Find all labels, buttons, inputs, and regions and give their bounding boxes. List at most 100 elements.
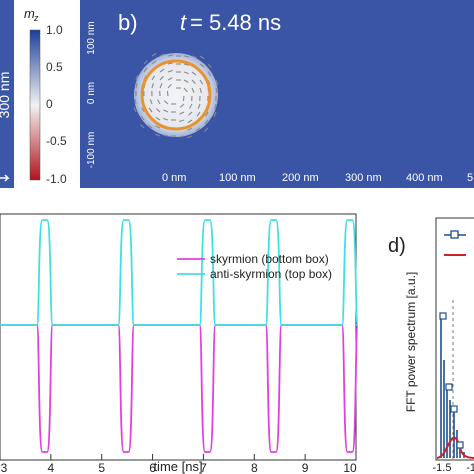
- arrow-icon: [183, 71, 189, 75]
- panel-d: d) FFT power spectrum [a.u.] -1.5 -1 she: [388, 217, 474, 474]
- arrow-icon: [179, 103, 185, 108]
- colorbar: [29, 29, 41, 181]
- x-tick-label: 6: [149, 461, 156, 474]
- arrow-icon: [191, 71, 197, 76]
- skyrmion-boundary: [140, 59, 212, 131]
- spectrum-bars: [440, 316, 465, 458]
- arrow-icon: [167, 83, 172, 89]
- arrow-icon: [183, 63, 189, 66]
- panel-b-time: = 5.48 ns: [190, 10, 281, 35]
- y-tick: -100 nm: [86, 132, 97, 169]
- arrow-icon: [163, 117, 169, 121]
- legend-label-anti-skyrmion: anti-skyrmion (top box): [210, 267, 332, 281]
- arrow-icon: [178, 135, 185, 138]
- arrow-icon: [183, 55, 190, 58]
- fit-curve: [436, 436, 474, 459]
- panel-c: 3 4 5 6 7 8 9 10 skyrmion (bottom box) anti-sky…: [0, 213, 359, 474]
- arrow-icon: [188, 111, 193, 116]
- x-tick: 400 nm: [406, 172, 443, 184]
- arrow-icon: [163, 109, 169, 113]
- arrow-icon: [199, 79, 204, 85]
- left-strip: [0, 0, 14, 188]
- x-tick-label: 10: [343, 461, 357, 474]
- panel-c-axes-frame: [0, 213, 357, 461]
- arrow-icon: [214, 103, 217, 110]
- arrow-icon: [155, 116, 161, 121]
- arrow-icon: [189, 103, 193, 109]
- arrow-icon: [215, 79, 219, 85]
- panel-b-letter: b): [118, 10, 138, 35]
- arrow-icon: [151, 83, 154, 89]
- arrow-icon: [215, 87, 218, 93]
- arrow-icon: [162, 134, 169, 137]
- arrow-icon: [167, 62, 173, 65]
- colorbar-label-sub: z: [33, 13, 39, 23]
- colorbar-ticks: 1.0 0.5 0 -0.5 -1.0: [46, 23, 67, 186]
- colorbar-tick: -1.0: [46, 172, 67, 186]
- colorbar-tick: 1.0: [46, 23, 63, 37]
- arrow-icon: [204, 127, 209, 132]
- series-line-skyrmion: [0, 324, 359, 453]
- arrow-icon: [179, 119, 185, 123]
- data-marker: [439, 312, 447, 320]
- arrow-icon: [199, 63, 205, 68]
- arrow-icon: [159, 53, 165, 57]
- panel-d-letter: d): [388, 235, 406, 257]
- panel-b-t-symbol: t: [180, 10, 187, 35]
- arrow-icon: [195, 127, 201, 132]
- arrow-icon: [135, 83, 138, 89]
- panel-d-x-tick: -1.5: [433, 462, 452, 474]
- arrow-icon: [191, 87, 195, 93]
- colorbar-tick: -0.5: [46, 134, 67, 148]
- arrow-icon: [134, 98, 137, 105]
- arrow-icon: [179, 111, 185, 115]
- arrow-icon: [187, 127, 193, 131]
- panel-d-axes-frame: [435, 217, 474, 461]
- arrow-icon: [167, 77, 173, 81]
- x-tick-label: 3: [1, 461, 8, 474]
- arrow-icon: [205, 111, 209, 117]
- arrow-icon: [197, 103, 201, 109]
- panel-d-ylabel: FFT power spectrum [a.u.]: [404, 272, 418, 413]
- x-tick: 100 nm: [219, 172, 256, 184]
- arrow-icon: [187, 119, 193, 124]
- arrow-icon: [167, 69, 173, 73]
- scale-label: 300 nm: [0, 72, 12, 119]
- x-tick: 200 nm: [282, 172, 319, 184]
- arrow-icon: [135, 75, 139, 81]
- x-tick-label: 4: [48, 461, 55, 474]
- arrow-icon: [199, 55, 205, 60]
- x-tick-label: 5: [98, 461, 105, 474]
- colorbar-tick: 0: [46, 97, 53, 111]
- x-tick: 300 nm: [345, 172, 382, 184]
- arrow-icon: [155, 125, 161, 129]
- arrow-icon: [149, 99, 153, 105]
- arrow-icon: [156, 108, 161, 113]
- arrow-icon: [159, 83, 163, 89]
- arrow-icon: [182, 95, 185, 102]
- y-tick: 0 nm: [86, 82, 97, 104]
- arrow-icon: [143, 67, 148, 73]
- x-tick-label: 8: [251, 461, 258, 474]
- arrow-icon: [166, 90, 169, 97]
- x-tick-label: 9: [302, 461, 309, 474]
- panel-c-xlabel: time [ns]: [153, 459, 202, 474]
- arrow-icon: [151, 52, 157, 57]
- colorbar-tick: 0.5: [46, 60, 63, 74]
- arrow-icon: [151, 60, 157, 65]
- arrow-icon: [191, 79, 196, 84]
- series-line-anti-skyrmion: [0, 219, 359, 326]
- arrow-icon: [140, 115, 145, 121]
- arrow-icon: [151, 75, 156, 81]
- data-marker: [450, 405, 458, 413]
- arrow-icon: [196, 111, 201, 117]
- panel-d-x-tick: -1: [466, 462, 474, 474]
- square-marker-icon: [450, 230, 459, 239]
- arrow-icon: [141, 107, 145, 113]
- data-marker: [445, 383, 453, 391]
- legend-label-skyrmion: skyrmion (bottom box): [210, 252, 329, 266]
- arrow-icon: [155, 133, 161, 137]
- arrow-icon: [204, 119, 209, 125]
- arrow-icon: [133, 107, 137, 113]
